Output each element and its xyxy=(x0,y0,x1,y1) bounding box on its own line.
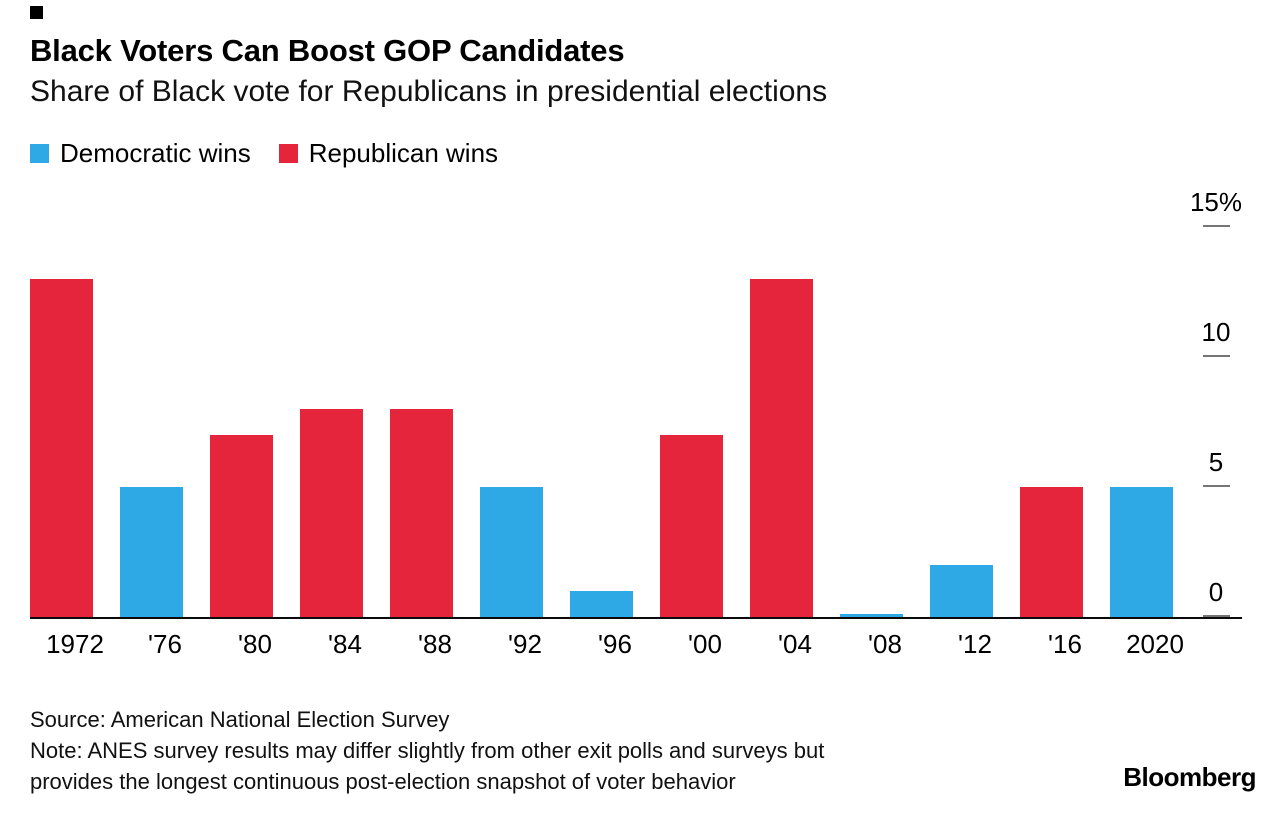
x-axis-label-84: '84 xyxy=(328,629,362,659)
note-line-2: provides the longest continuous post-ele… xyxy=(30,769,736,794)
x-axis-label-96: '96 xyxy=(598,629,632,659)
x-axis-label-16: '16 xyxy=(1048,629,1082,659)
source-line: Source: American National Election Surve… xyxy=(30,707,450,732)
chart-subtitle: Share of Black vote for Republicans in p… xyxy=(30,75,828,108)
republican-swatch-icon xyxy=(278,143,298,163)
bar-88 xyxy=(390,409,453,617)
democratic-swatch-icon xyxy=(30,143,49,163)
legend-label-republican: Republican wins xyxy=(308,137,499,168)
chart-title: Black Voters Can Boost GOP Candidates xyxy=(30,33,625,68)
x-axis-label-88: '88 xyxy=(418,629,452,659)
bar-92 xyxy=(480,487,543,617)
legend-label-democratic: Democratic wins xyxy=(60,137,251,168)
bar-1972 xyxy=(30,279,93,617)
footer: Source: American National Election Surve… xyxy=(30,704,1256,797)
bar-80 xyxy=(210,435,273,617)
source-note-block: Source: American National Election Surve… xyxy=(30,704,824,797)
chart-region: 0 5 10 15% xyxy=(30,184,1256,619)
x-axis-label-04: '04 xyxy=(778,629,812,659)
bloomberg-logo: Bloomberg xyxy=(1123,762,1256,792)
x-axis-label-80: '80 xyxy=(238,629,272,659)
x-axis-label-00: '00 xyxy=(688,629,722,659)
bar-12 xyxy=(930,565,993,617)
bloomberg-chart-page: Black Voters Can Boost GOP Candidates Sh… xyxy=(0,6,1286,797)
x-axis-label-1972: 1972 xyxy=(46,629,104,659)
x-axis-label-12: '12 xyxy=(958,629,992,659)
legend-item-republican-wins: Republican wins xyxy=(278,137,499,169)
bar-04 xyxy=(750,279,813,617)
bar-76 xyxy=(120,487,183,617)
bar-16 xyxy=(1020,487,1083,617)
bar-84 xyxy=(300,409,363,617)
legend-item-democratic-wins: Democratic wins xyxy=(30,138,251,169)
x-axis-line xyxy=(30,617,1242,619)
brand-square xyxy=(30,6,43,19)
plot-area xyxy=(30,184,1256,619)
x-axis-label-92: '92 xyxy=(508,629,542,659)
x-axis-label-2020: 2020 xyxy=(1126,629,1184,659)
x-axis-labels: 1972 '76 '80 '84 '88 '92 '96 '00 '04 '08 '12 '16 202… xyxy=(30,629,1286,660)
bar-2020 xyxy=(1110,487,1173,617)
x-axis-label-76: '76 xyxy=(148,629,182,659)
bar-00 xyxy=(660,435,723,617)
bar-08 xyxy=(840,614,903,617)
bar-96 xyxy=(570,591,633,617)
legend: Democratic wins Republican wins xyxy=(30,138,1256,168)
note-line-1: Note: ANES survey results may differ sli… xyxy=(30,738,825,763)
x-axis-label-08: '08 xyxy=(868,629,902,659)
